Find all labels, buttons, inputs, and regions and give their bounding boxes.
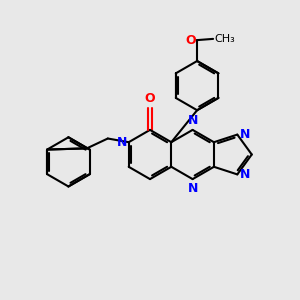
Text: N: N <box>188 115 198 128</box>
Text: N: N <box>117 136 127 149</box>
Text: CH₃: CH₃ <box>214 34 235 44</box>
Text: N: N <box>240 168 250 181</box>
Text: O: O <box>145 92 155 105</box>
Text: O: O <box>186 34 196 46</box>
Text: N: N <box>188 182 198 194</box>
Text: N: N <box>240 128 250 141</box>
